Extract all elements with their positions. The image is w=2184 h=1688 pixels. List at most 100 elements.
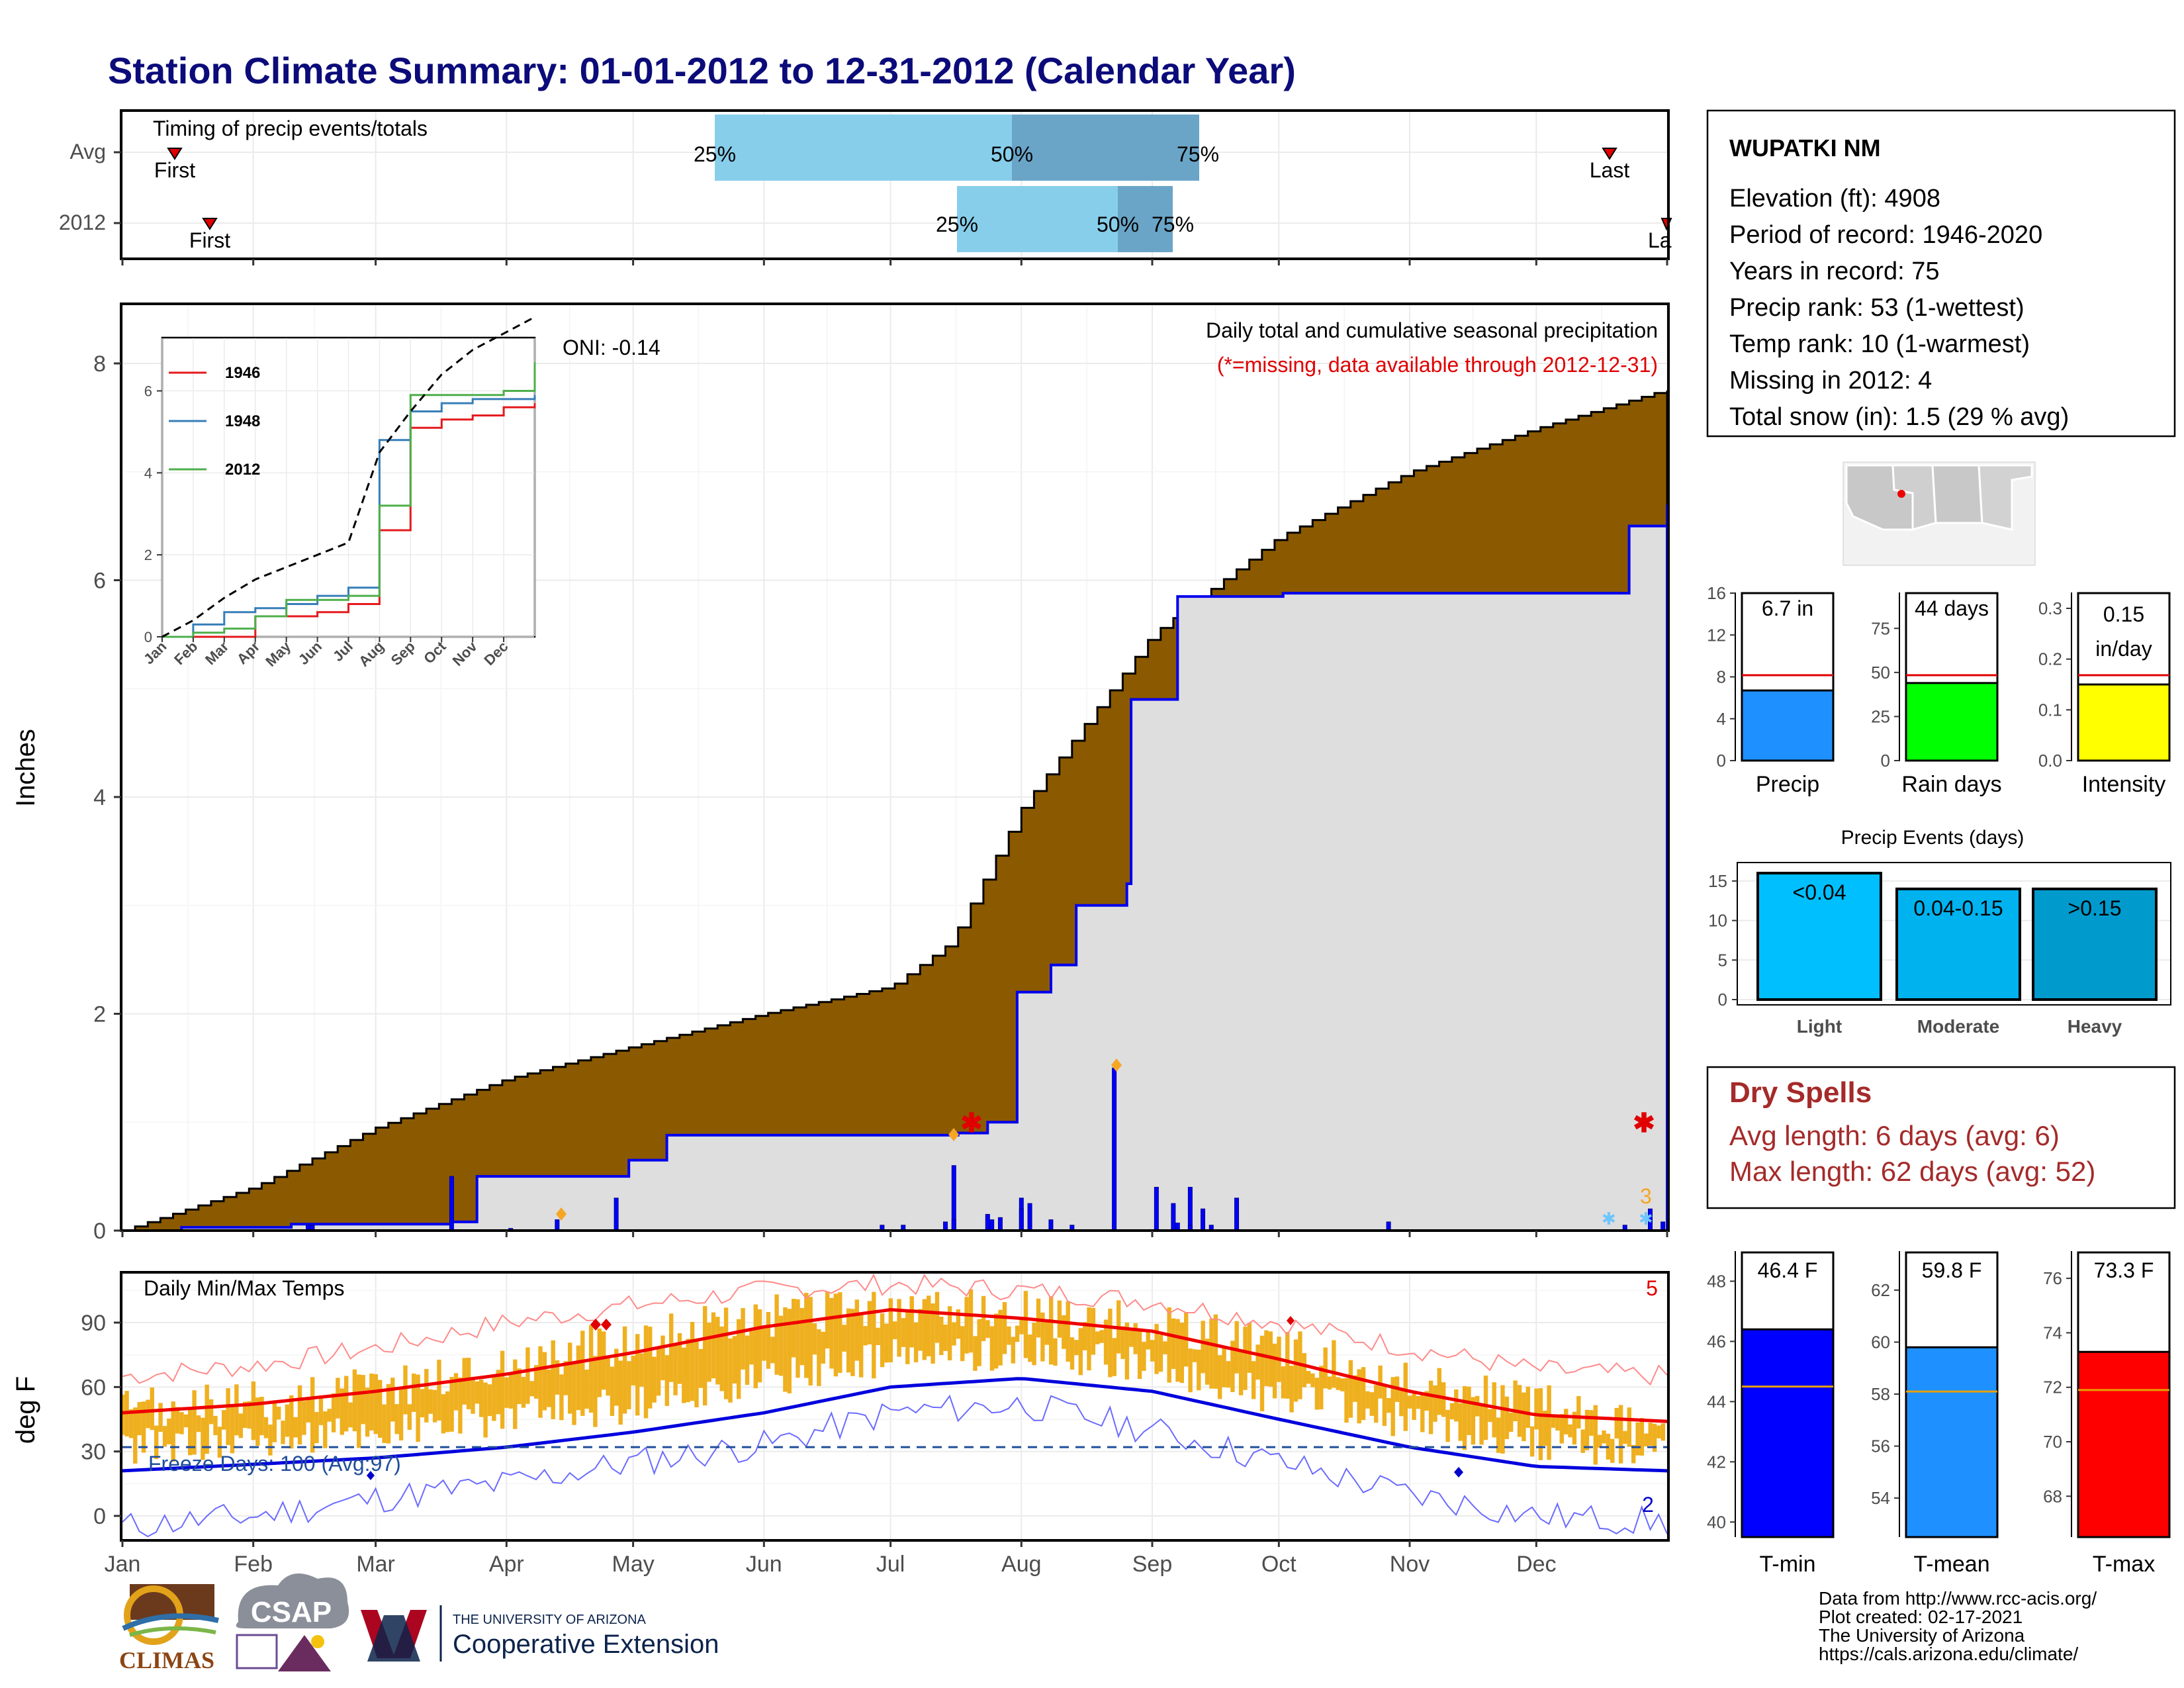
- daily-temp-bar: [593, 1356, 598, 1427]
- daily-temp-bar: [1175, 1319, 1180, 1382]
- daily-temp-bar: [1648, 1423, 1653, 1446]
- record-min-line: [122, 1394, 1668, 1538]
- precip-bar-value: 6.7 in: [1762, 596, 1813, 620]
- daily-temp-bar: [876, 1327, 880, 1345]
- daily-temp-bar: [723, 1307, 729, 1399]
- daily-temp-bar: [897, 1299, 901, 1357]
- daily-temp-bar: [331, 1393, 336, 1432]
- daily-temp-bar: [1209, 1319, 1214, 1389]
- daily-temp-bar: [424, 1369, 429, 1423]
- temp-panel: Daily Min/Max Temps Freeze Days: 100 (Av…: [11, 1271, 1670, 1577]
- inset-line-1948: [162, 395, 536, 638]
- events-title: Precip Events (days): [1841, 827, 2025, 849]
- daily-temp-bar: [437, 1360, 441, 1421]
- daily-temp-bar: [749, 1331, 754, 1365]
- daily-temp-bar: [1078, 1328, 1083, 1376]
- daily-temp-bar: [977, 1319, 981, 1366]
- rain-days-bar-label: Rain days: [1901, 772, 2001, 797]
- daily-temp-bar: [1584, 1409, 1590, 1450]
- daily-temp-bar: [1023, 1291, 1028, 1358]
- daily-temp-bar: [1179, 1323, 1184, 1383]
- temp-ytick: 90: [81, 1311, 106, 1336]
- daily-temp-bar: [386, 1383, 391, 1444]
- daily-temp-bar: [563, 1361, 568, 1395]
- daily-temp-bar: [1462, 1386, 1467, 1450]
- daily-temp-bar: [1635, 1422, 1640, 1456]
- precip-missing-note: (*=missing, data available through 2012-…: [1217, 353, 1658, 377]
- daily-temp-bar: [981, 1295, 986, 1341]
- station-location-dot: [1897, 490, 1905, 498]
- daily-temp-bar: [1238, 1350, 1244, 1395]
- daily-temp-bar: [340, 1388, 344, 1435]
- daily-temp-bar: [521, 1377, 526, 1408]
- temp-bar-tick: 46: [1707, 1331, 1726, 1351]
- daily-temp-bar: [1099, 1330, 1104, 1343]
- daily-temp-bar: [711, 1312, 716, 1379]
- daily-temp-bar: [947, 1306, 952, 1361]
- daily-temp-bar: [1340, 1378, 1345, 1391]
- daily-temp-bar: [453, 1373, 459, 1411]
- daily-temp-bar: [854, 1299, 859, 1361]
- daily-temp-bar: [171, 1401, 175, 1462]
- mini-bar-tick: 0.2: [2038, 649, 2062, 669]
- mini-bar-tick: 0.3: [2038, 598, 2062, 618]
- daily-temp-bar: [1559, 1414, 1564, 1444]
- daily-temp-bar: [1066, 1301, 1070, 1362]
- daily-temp-bar: [272, 1403, 277, 1442]
- daily-temp-bar: [821, 1331, 825, 1364]
- daily-temp-bar: [1479, 1405, 1484, 1445]
- temp-bar-value: 59.8 F: [1922, 1258, 1982, 1282]
- daily-temp-bar: [306, 1398, 310, 1423]
- timing-avg-p75: 75%: [1177, 142, 1219, 166]
- daily-temp-bar: [120, 1394, 125, 1435]
- timing-row-2012: 2012: [59, 211, 106, 234]
- daily-temp-bar: [538, 1346, 543, 1418]
- page-title: Station Climate Summary: 01-01-2012 to 1…: [108, 50, 1296, 91]
- daily-temp-bar: [1091, 1307, 1096, 1355]
- daily-temp-bar: [167, 1419, 171, 1444]
- daily-temp-bar: [686, 1338, 690, 1403]
- temp-ytick: 30: [81, 1440, 106, 1465]
- daily-temp-bar: [238, 1413, 243, 1438]
- temp-bar-tick: 56: [1871, 1436, 1890, 1456]
- daily-temp-bar: [968, 1289, 974, 1353]
- temp-bar-label: T-mean: [1913, 1552, 1989, 1577]
- csap-text: CSAP: [251, 1596, 332, 1628]
- timing-avg-p25: 25%: [694, 142, 736, 166]
- daily-temp-bar: [1289, 1366, 1294, 1413]
- daily-temp-bar: [1120, 1326, 1125, 1360]
- daily-temp-bar: [1124, 1322, 1130, 1380]
- temp-panel-label: Daily Min/Max Temps: [144, 1276, 344, 1300]
- daily-temp-bar: [1403, 1362, 1408, 1431]
- ua-small-text: THE UNIVERSITY OF ARIZONA: [453, 1613, 647, 1627]
- daily-temp-bar: [1513, 1380, 1518, 1421]
- daily-temp-bar: [551, 1340, 555, 1419]
- daily-temp-bar: [796, 1299, 800, 1378]
- temp-bar-tick: 54: [1871, 1488, 1890, 1508]
- temp-bar-value: 73.3 F: [2094, 1258, 2154, 1282]
- precip-bar-label: Precip: [1756, 772, 1819, 797]
- daily-temp-bar: [1213, 1314, 1218, 1389]
- daily-temp-bar: [534, 1365, 539, 1399]
- daily-temp-bar: [1618, 1405, 1623, 1464]
- avg-last-marker: [1602, 148, 1617, 160]
- daily-temp-bar: [1158, 1335, 1163, 1372]
- daily-temp-bar: [1598, 1434, 1602, 1448]
- daily-temp-bar: [728, 1338, 733, 1403]
- daily-temp-bar: [365, 1387, 370, 1437]
- daily-temp-bar: [778, 1315, 784, 1376]
- inset-ytick: 2: [144, 547, 152, 563]
- snow-asterisk-1: ✱: [1602, 1209, 1616, 1229]
- daily-temp-bar: [1467, 1386, 1471, 1435]
- daily-temp-bar: [500, 1350, 505, 1429]
- daily-temp-bar: [737, 1319, 741, 1399]
- daily-temp-bar: [1074, 1340, 1079, 1356]
- daily-temp-bar: [188, 1409, 193, 1456]
- daily-temp-bar: [1057, 1300, 1062, 1338]
- daily-temp-bar: [770, 1336, 775, 1364]
- daily-temp-bar: [572, 1364, 576, 1425]
- daily-temp-bar: [1445, 1409, 1450, 1442]
- daily-temp-bar: [817, 1329, 821, 1386]
- daily-temp-bar: [690, 1322, 695, 1401]
- intensity-bar: [2077, 683, 2171, 762]
